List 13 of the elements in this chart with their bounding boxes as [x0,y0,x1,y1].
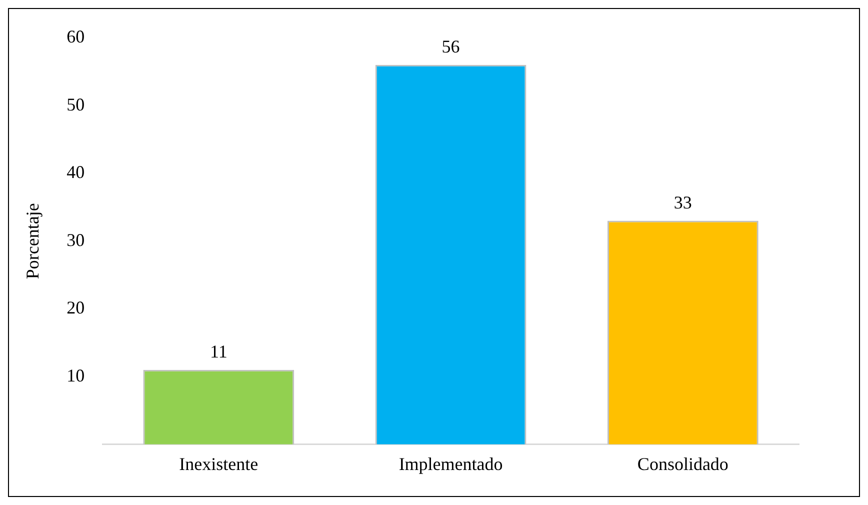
y-tick-label: 10 [66,365,85,386]
x-tick-label: Inexistente [179,454,258,474]
data-label: 56 [442,36,460,57]
y-tick-label: 60 [66,26,85,47]
data-label: 33 [674,192,692,213]
y-tick-label: 50 [66,94,85,114]
x-tick-label: Consolidado [637,454,728,474]
x-tick-label: Implementado [398,454,503,474]
y-tick-label: 40 [66,162,85,182]
y-tick-label: 30 [66,230,85,250]
data-label: 11 [210,342,228,362]
y-axis-title: Porcentaje [22,203,43,280]
y-tick-label: 20 [66,298,85,318]
